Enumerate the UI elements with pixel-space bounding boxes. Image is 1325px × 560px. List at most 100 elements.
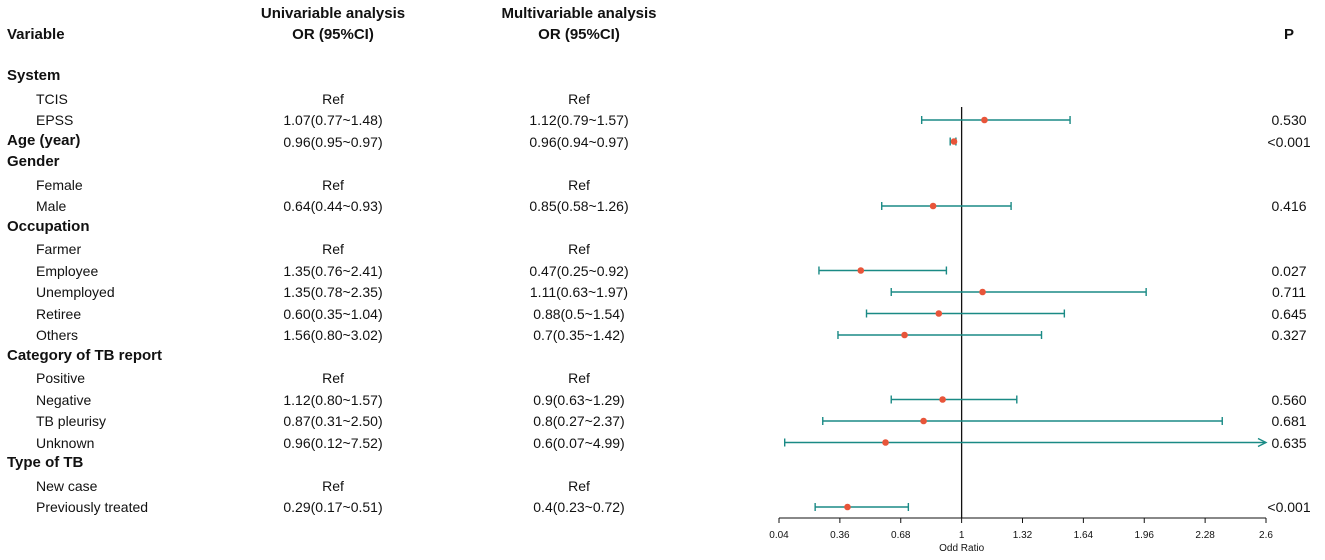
row-label: Previously treated — [36, 499, 149, 515]
ci-mark — [890, 395, 1018, 404]
point-estimate — [857, 267, 865, 274]
x-tick-label: 1.96 — [1135, 530, 1155, 541]
ci-mark — [949, 137, 958, 146]
x-tick-label: 1.32 — [1013, 530, 1033, 541]
multivariable-or-cell: Ref — [568, 90, 590, 107]
point-estimate — [901, 331, 908, 339]
ci-mark — [881, 202, 1012, 210]
row-label: Female — [36, 176, 83, 193]
ci-mark — [890, 288, 1147, 296]
group-label: Gender — [7, 153, 60, 170]
point-estimate — [882, 439, 889, 446]
p-value-cell: 0.027 — [1271, 262, 1307, 279]
header-multivariable-title: Multivariable analysis — [501, 5, 657, 22]
row-label: Retiree — [36, 305, 82, 322]
group-label: Age (year) — [7, 131, 81, 149]
point-estimate — [920, 417, 927, 425]
x-tick-label: 0.04 — [769, 530, 789, 541]
point-estimate — [939, 396, 946, 403]
group-label: Occupation — [7, 217, 90, 235]
row-label: Unknown — [36, 434, 95, 451]
header-p-value: P — [1283, 26, 1295, 43]
x-tick-label: 1.64 — [1074, 530, 1094, 541]
multivariable-or-cell: 0.6(0.07~4.99) — [533, 434, 625, 451]
univariable-or-cell: 1.35(0.78~2.35) — [283, 284, 383, 300]
multivariable-or-cell: 0.8(0.27~2.37) — [533, 413, 625, 429]
p-value-cell: <0.001 — [1267, 499, 1311, 515]
multivariable-or-cell: 0.85(0.58~1.26) — [529, 198, 629, 214]
row-label: Negative — [36, 391, 92, 408]
row-label: TCIS — [36, 90, 68, 107]
multivariable-or-cell: 0.96(0.94~0.97) — [529, 133, 629, 150]
p-value-cell: 0.530 — [1271, 112, 1307, 128]
x-tick-label: 2.6 — [1259, 530, 1273, 541]
univariable-or-cell: 1.56(0.80~3.02) — [283, 327, 383, 343]
ci-mark — [822, 417, 1223, 425]
group-label: System — [7, 67, 61, 84]
row-label: Unemployed — [36, 284, 115, 300]
p-value-cell: 0.711 — [1272, 284, 1306, 300]
point-estimate — [981, 116, 988, 124]
row-label: Employee — [36, 262, 99, 279]
multivariable-or-cell: Ref — [568, 176, 590, 193]
point-estimate — [979, 288, 986, 296]
point-estimate — [929, 202, 937, 210]
p-value-cell: 0.681 — [1271, 413, 1307, 429]
univariable-or-cell: 1.07(0.77~1.48) — [283, 112, 383, 128]
p-value-cell: 0.635 — [1271, 434, 1307, 451]
point-estimate — [935, 310, 943, 317]
ci-mark — [865, 309, 1066, 318]
ci-mark — [814, 503, 910, 511]
multivariable-or-cell: 1.12(0.79~1.57) — [529, 112, 629, 128]
p-value-cell: 0.416 — [1271, 198, 1307, 214]
univariable-or-cell: Ref — [322, 90, 344, 107]
ci-arrow-high — [1257, 437, 1268, 448]
x-tick-label: 2.28 — [1195, 530, 1215, 541]
ci-mark — [784, 437, 1268, 448]
multivariable-or-cell: 0.47(0.25~0.92) — [529, 262, 629, 279]
ci-mark — [818, 266, 948, 275]
univariable-or-cell: 0.96(0.12~7.52) — [283, 434, 383, 451]
row-label: Male — [36, 198, 67, 214]
x-tick-label: 0.68 — [891, 530, 911, 541]
univariable-or-cell: 1.12(0.80~1.57) — [283, 391, 383, 408]
univariable-or-cell: 0.29(0.17~0.51) — [283, 499, 383, 515]
header-variable: Variable — [7, 26, 65, 43]
multivariable-or-cell: 0.4(0.23~0.72) — [533, 499, 625, 515]
multivariable-or-cell: 0.88(0.5~1.54) — [533, 305, 625, 322]
univariable-or-cell: 0.60(0.35~1.04) — [283, 305, 383, 322]
multivariable-or-cell: 1.11(0.63~1.97) — [529, 284, 629, 300]
header-univariable-title: Univariable analysis — [260, 5, 406, 22]
ci-mark — [837, 331, 1043, 339]
header-univariable-or: OR (95%CI) — [292, 26, 374, 43]
row-label: Others — [36, 327, 79, 343]
multivariable-or-cell: 0.7(0.35~1.42) — [533, 327, 625, 343]
p-value-cell: 0.327 — [1271, 327, 1307, 343]
row-label: Positive — [36, 370, 86, 386]
p-value-cell: 0.560 — [1271, 391, 1307, 408]
univariable-or-cell: 1.35(0.76~2.41) — [283, 262, 383, 279]
multivariable-or-cell: Ref — [568, 370, 590, 386]
x-axis-label: Odd Ratio — [939, 543, 984, 554]
ci-mark — [920, 116, 1071, 124]
p-value-cell: <0.001 — [1267, 133, 1311, 150]
univariable-or-cell: Ref — [322, 176, 344, 193]
group-label: Category of TB report — [7, 346, 163, 364]
point-estimate — [950, 138, 958, 145]
univariable-or-cell: Ref — [322, 241, 344, 257]
univariable-or-cell: 0.87(0.31~2.50) — [283, 413, 383, 429]
x-tick-label: 1 — [959, 530, 965, 541]
row-label: New case — [36, 477, 98, 494]
header-multivariable-or: OR (95%CI) — [538, 26, 620, 43]
univariable-or-cell: 0.96(0.95~0.97) — [283, 133, 383, 150]
univariable-or-cell: 0.64(0.44~0.93) — [283, 198, 383, 214]
multivariable-or-cell: Ref — [568, 477, 590, 494]
point-estimate — [844, 503, 851, 511]
row-label: Farmer — [36, 241, 82, 257]
row-label: EPSS — [36, 112, 74, 128]
p-value-cell: 0.645 — [1271, 305, 1307, 322]
multivariable-or-cell: Ref — [568, 241, 590, 257]
row-label: TB pleurisy — [36, 413, 107, 429]
